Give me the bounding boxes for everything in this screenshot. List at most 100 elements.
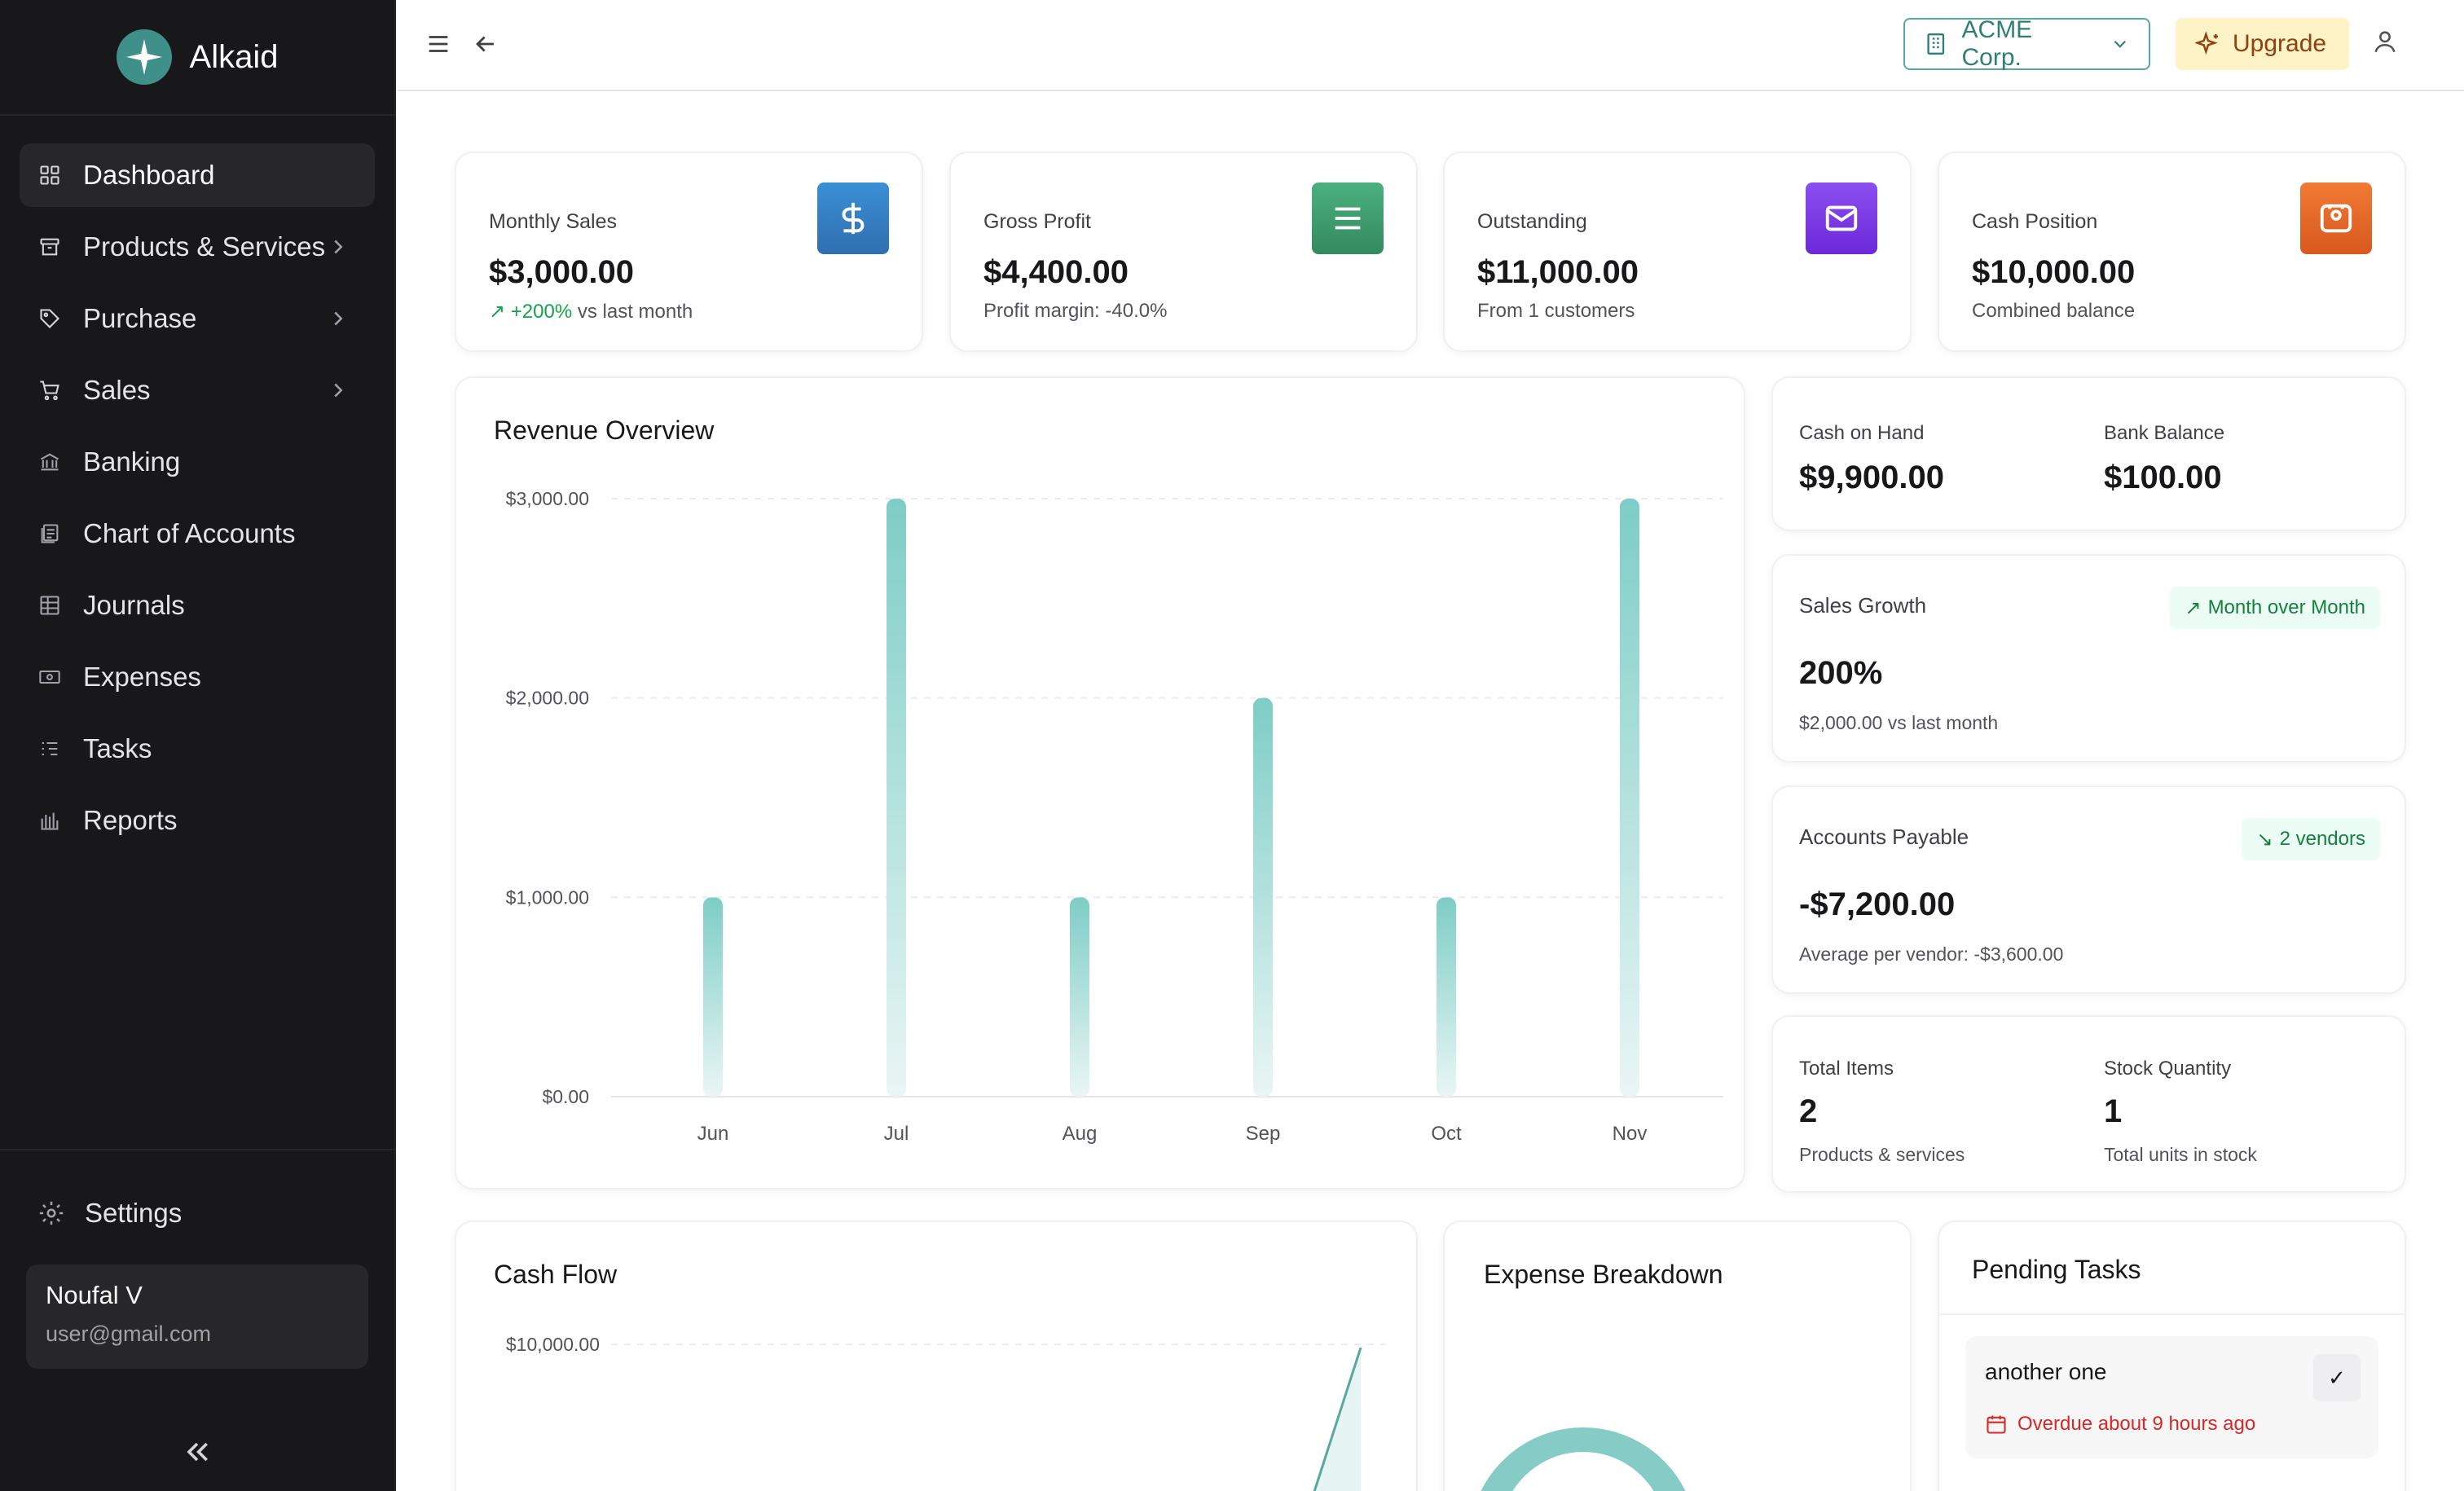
arrow-left-icon (476, 36, 494, 52)
company-name: ACME Corp. (1961, 16, 2033, 71)
sales-growth-value: 200% (1799, 655, 1883, 691)
sidebar-item-settings[interactable]: Settings (20, 1181, 375, 1245)
stat-value: $3,000.00 (489, 254, 634, 290)
table-icon (37, 593, 62, 618)
user-email: user@gmail.com (46, 1322, 211, 1346)
sidebar-item-label: Banking (83, 446, 181, 477)
stat-trend: +200% (510, 301, 573, 323)
cash-flow-area-chart: $10,000.00 (506, 1334, 1385, 1491)
chevrons-left-icon (187, 1442, 208, 1462)
building-icon (1927, 33, 1945, 55)
revenue-bar (703, 897, 723, 1097)
stat-value: $11,000.00 (1477, 254, 1639, 290)
pending-tasks-title: Pending Tasks (1972, 1255, 2141, 1284)
sidebar-item-expenses[interactable]: Expenses (20, 645, 375, 709)
donut-slice (1481, 1427, 1686, 1491)
user-card[interactable]: Noufal V user@gmail.com (26, 1264, 368, 1369)
total-items-sub: Products & services (1799, 1144, 1965, 1165)
stat-card-cash-position: Cash Position $10,000.00 Combined balanc… (1938, 152, 2406, 352)
sidebar-nav: Dashboard Products & Services Purchase S… (0, 116, 394, 852)
accounts-payable-title: Accounts Payable (1799, 825, 1969, 849)
cart-icon (37, 378, 62, 402)
upgrade-button[interactable]: Upgrade (2176, 18, 2349, 70)
x-tick-label: Oct (1431, 1123, 1462, 1145)
stat-title: Gross Profit (983, 210, 1091, 233)
stat-card-outstanding: Outstanding $11,000.00 From 1 customers (1443, 152, 1912, 352)
ledger-icon (37, 521, 62, 546)
revenue-overview-card: Revenue Overview $0.00 $1,000.00 $2,000.00… (455, 376, 1745, 1190)
sales-growth-card: Sales Growth ↗ Month over Month 200% $2,… (1771, 554, 2406, 763)
stock-quantity-label: Stock Quantity (2104, 1058, 2232, 1080)
revenue-title: Revenue Overview (494, 416, 715, 445)
trend-up-icon: ↗ (489, 301, 506, 323)
settings-label: Settings (85, 1198, 183, 1228)
chevron-right-icon (334, 311, 343, 326)
stat-title: Cash Position (1972, 210, 2098, 233)
cash-flow-title: Cash Flow (494, 1260, 618, 1289)
revenue-bar (1253, 697, 1273, 1097)
brand[interactable]: Alkaid (0, 0, 394, 116)
task-due: Overdue about 9 hours ago (1985, 1413, 2255, 1436)
stock-quantity-sub: Total units in stock (2104, 1144, 2257, 1165)
sidebar-item-products-services[interactable]: Products & Services (20, 215, 375, 279)
sidebar: Alkaid Dashboard Products & Services Pur… (0, 0, 396, 1491)
sidebar-item-label: Journals (83, 590, 185, 620)
vendors-badge: ↘ 2 vendors (2242, 818, 2380, 860)
badge-label: Month over Month (2207, 596, 2365, 618)
y-tick-label: $10,000.00 (506, 1334, 600, 1355)
wallet-icon (2300, 183, 2372, 254)
collapse-sidebar-button[interactable] (0, 1436, 394, 1468)
sidebar-footer: Settings Noufal V user@gmail.com (0, 1149, 394, 1491)
trend-up-icon: ↗ (2185, 596, 2202, 619)
sidebar-item-reports[interactable]: Reports (20, 789, 375, 852)
stat-sub: Combined balance (1972, 300, 2136, 322)
sidebar-item-label: Dashboard (83, 160, 215, 190)
bank-balance-label: Bank Balance (2104, 422, 2225, 444)
sidebar-item-label: Purchase (83, 303, 197, 333)
revenue-bar (1620, 499, 1639, 1097)
expense-breakdown-title: Expense Breakdown (1484, 1260, 1723, 1289)
stat-card-monthly-sales: Monthly Sales $3,000.00 ↗ +200% vs last … (455, 152, 923, 352)
complete-task-button[interactable]: ✓ (2313, 1354, 2361, 1401)
logo-icon (116, 29, 172, 85)
menu-toggle-button[interactable] (422, 28, 455, 60)
list-icon (37, 737, 62, 761)
company-selector[interactable]: ACME Corp. (1903, 16, 2150, 71)
sales-growth-title: Sales Growth (1799, 593, 1927, 618)
y-tick-label: $1,000.00 (506, 886, 589, 908)
stat-card-gross-profit: Gross Profit $4,400.00 Profit margin: -4… (949, 152, 1418, 352)
sidebar-item-label: Reports (83, 805, 178, 835)
y-tick-label: $3,000.00 (506, 488, 589, 509)
x-tick-label: Aug (1063, 1123, 1098, 1145)
sidebar-item-label: Chart of Accounts (83, 518, 296, 548)
stat-sub-text: vs last month (577, 301, 693, 323)
sidebar-item-label: Products & Services (83, 231, 326, 262)
x-tick-label: Jul (884, 1123, 909, 1145)
total-items-label: Total Items (1799, 1058, 1894, 1080)
sidebar-item-banking[interactable]: Banking (20, 430, 375, 494)
stat-sub: Profit margin: -40.0% (983, 300, 1168, 322)
sidebar-item-purchase[interactable]: Purchase (20, 287, 375, 350)
total-items-value: 2 (1799, 1093, 1818, 1129)
sidebar-item-journals[interactable]: Journals (20, 574, 375, 637)
task-item[interactable]: another one ✓ Overdue about 9 hours ago (1965, 1336, 2378, 1458)
x-tick-label: Jun (697, 1123, 729, 1145)
sidebar-item-dashboard[interactable]: Dashboard (20, 143, 375, 207)
stat-value: $4,400.00 (983, 254, 1129, 290)
y-tick-label: $2,000.00 (506, 688, 589, 709)
sidebar-item-sales[interactable]: Sales (20, 358, 375, 422)
sidebar-item-tasks[interactable]: Tasks (20, 717, 375, 781)
back-button[interactable] (469, 28, 502, 60)
sidebar-item-chart-of-accounts[interactable]: Chart of Accounts (20, 502, 375, 565)
month-over-month-badge: ↗ Month over Month (2170, 587, 2380, 629)
cash-flow-card: Cash Flow $10,000.00 (455, 1221, 1418, 1491)
check-icon: ✓ (2328, 1365, 2346, 1390)
upgrade-label: Upgrade (2233, 30, 2327, 57)
hamburger-icon (429, 36, 448, 52)
user-menu-button[interactable] (2371, 28, 2404, 60)
stat-sub: ↗ +200% vs last month (489, 300, 693, 323)
stat-title: Outstanding (1477, 210, 1587, 233)
inventory-card: Total Items 2 Products & services Stock … (1771, 1015, 2406, 1193)
top-header (398, 0, 2464, 91)
cash-flow-line (1313, 1347, 1362, 1491)
